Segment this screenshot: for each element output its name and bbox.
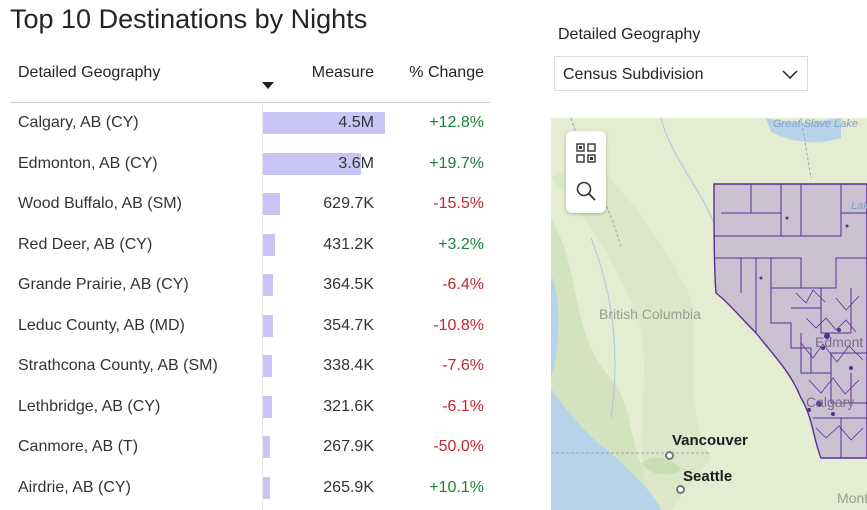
table-row[interactable]: Wood Buffalo, AB (SM) 629.7K -15.5% bbox=[10, 184, 490, 225]
cell-change: +19.7% bbox=[429, 154, 484, 172]
column-header-change[interactable]: % Change bbox=[409, 64, 484, 81]
table-row[interactable]: Strathcona County, AB (SM) 338.4K -7.6% bbox=[10, 346, 490, 387]
table-body: Calgary, AB (CY) 4.5M +12.8% Edmonton, AB (… bbox=[10, 103, 490, 508]
cell-change: -7.6% bbox=[442, 357, 484, 374]
cell-change: +10.1% bbox=[429, 478, 484, 496]
map-label-great-slave-lake: Great Slave Lake bbox=[773, 118, 858, 130]
cell-measure: 321.6K bbox=[323, 397, 374, 415]
chevron-down-icon bbox=[782, 70, 798, 80]
top-destinations-table: Detailed Geography Measure % Change Calg… bbox=[10, 58, 490, 508]
report-title: Top 10 Destinations by Nights bbox=[10, 4, 368, 34]
table-row[interactable]: Leduc County, AB (MD) 354.7K -10.8% bbox=[10, 306, 490, 347]
cell-change: -6.4% bbox=[442, 276, 484, 293]
map-label-montana: Mont bbox=[837, 490, 867, 506]
cell-geography: Red Deer, AB (CY) bbox=[18, 235, 153, 253]
measure-bar bbox=[263, 436, 270, 458]
cell-geography: Calgary, AB (CY) bbox=[18, 114, 139, 131]
map-basemap bbox=[551, 118, 867, 510]
table-row[interactable]: Edmonton, AB (CY) 3.6M +19.7% bbox=[10, 144, 490, 185]
table-row[interactable]: Airdrie, AB (CY) 265.9K +10.1% bbox=[10, 468, 490, 509]
table-row[interactable]: Calgary, AB (CY) 4.5M +12.8% bbox=[10, 103, 490, 144]
measure-bar bbox=[263, 193, 280, 215]
cell-measure: 354.7K bbox=[323, 316, 374, 334]
map-toolbar bbox=[566, 131, 606, 213]
measure-bar bbox=[263, 395, 272, 418]
cell-measure: 338.4K bbox=[323, 357, 374, 374]
map-label-edmonton: Edmont bbox=[815, 334, 864, 350]
map-label-calgary: Calgary bbox=[806, 394, 855, 410]
cell-measure: 3.6M bbox=[338, 154, 374, 172]
cell-geography: Strathcona County, AB (SM) bbox=[18, 357, 218, 374]
measure-bar bbox=[263, 152, 361, 175]
measure-bar bbox=[263, 314, 273, 337]
table-row[interactable]: Red Deer, AB (CY) 431.2K +3.2% bbox=[10, 225, 490, 266]
cell-geography: Leduc County, AB (MD) bbox=[18, 316, 185, 334]
map-label-lake: Lak bbox=[851, 200, 867, 212]
cell-geography: Lethbridge, AB (CY) bbox=[18, 397, 161, 415]
cell-geography: Grande Prairie, AB (CY) bbox=[18, 276, 189, 293]
city-marker-seattle[interactable] bbox=[676, 485, 685, 494]
cell-change: +12.8% bbox=[429, 114, 484, 131]
cell-change: +3.2% bbox=[438, 235, 484, 253]
cell-change: -10.8% bbox=[433, 316, 484, 334]
cell-change: -50.0% bbox=[433, 438, 484, 455]
measure-bar bbox=[263, 476, 270, 499]
dropdown-selected-value: Census Subdivision bbox=[563, 66, 704, 83]
city-marker-vancouver[interactable] bbox=[665, 451, 674, 460]
cell-change: -15.5% bbox=[433, 195, 484, 212]
slicer-label: Detailed Geography bbox=[558, 26, 701, 43]
table-row[interactable]: Grande Prairie, AB (CY) 364.5K -6.4% bbox=[10, 265, 490, 306]
search-icon[interactable] bbox=[574, 179, 598, 203]
measure-bar bbox=[263, 233, 275, 256]
sort-descending-icon[interactable] bbox=[262, 82, 274, 89]
cell-measure: 364.5K bbox=[323, 276, 374, 293]
cell-measure: 431.2K bbox=[323, 235, 374, 253]
cell-measure: 267.9K bbox=[323, 438, 374, 455]
geography-map[interactable]: Great Slave Lake Lak British Columbia Ed… bbox=[551, 118, 867, 510]
map-label-seattle: Seattle bbox=[683, 468, 733, 485]
column-header-measure[interactable]: Measure bbox=[311, 64, 374, 81]
geography-dropdown[interactable]: Census Subdivision bbox=[554, 56, 808, 91]
cell-geography: Canmore, AB (T) bbox=[18, 438, 139, 455]
measure-bar bbox=[263, 112, 385, 134]
cell-geography: Airdrie, AB (CY) bbox=[18, 478, 131, 496]
cell-measure: 265.9K bbox=[323, 478, 374, 496]
table-row[interactable]: Canmore, AB (T) 267.9K -50.0% bbox=[10, 427, 490, 468]
table-row[interactable]: Lethbridge, AB (CY) 321.6K -6.1% bbox=[10, 387, 490, 428]
map-label-british-columbia: British Columbia bbox=[599, 306, 701, 322]
cell-geography: Edmonton, AB (CY) bbox=[18, 154, 158, 172]
cell-measure: 629.7K bbox=[323, 195, 374, 212]
bar-axis-line bbox=[262, 103, 263, 510]
select-region-icon[interactable] bbox=[574, 141, 598, 165]
cell-geography: Wood Buffalo, AB (SM) bbox=[18, 195, 182, 212]
map-label-vancouver: Vancouver bbox=[672, 432, 748, 449]
measure-bar bbox=[263, 355, 272, 377]
table-header: Detailed Geography Measure % Change bbox=[10, 58, 490, 103]
column-header-geography[interactable]: Detailed Geography bbox=[18, 64, 161, 81]
cell-measure: 4.5M bbox=[338, 114, 374, 131]
measure-bar bbox=[263, 274, 273, 296]
cell-change: -6.1% bbox=[442, 397, 484, 415]
